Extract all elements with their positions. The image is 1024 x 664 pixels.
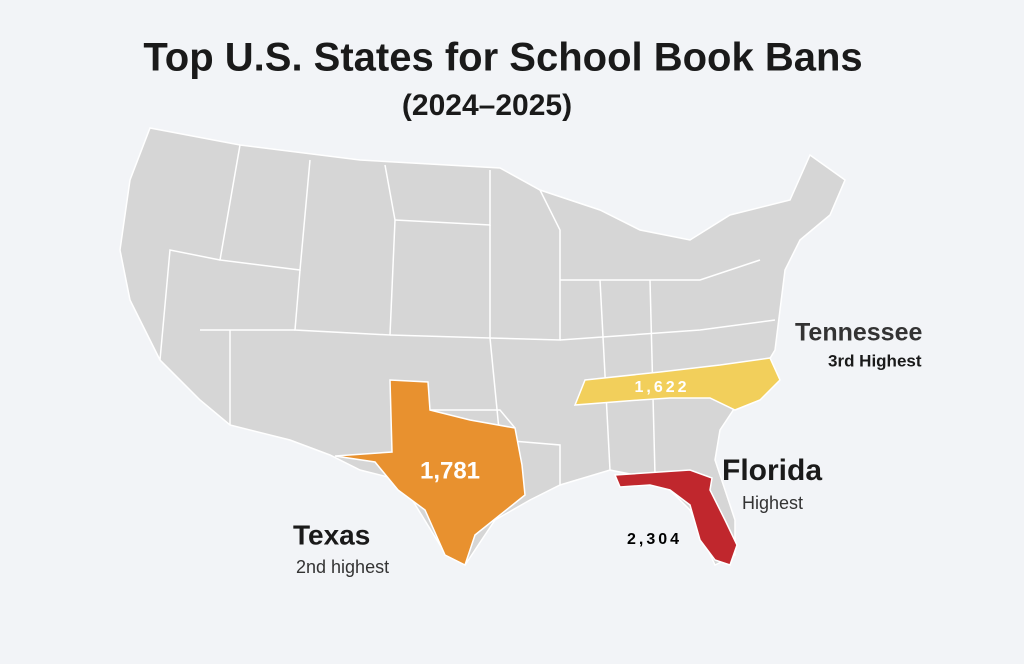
texas-count: 1,781 (420, 457, 480, 484)
florida-name: Florida (722, 454, 822, 487)
texas-shape (334, 379, 526, 567)
subtitle: (2024–2025) (402, 89, 572, 122)
florida-rank: Highest (742, 493, 803, 513)
texas-name: Texas (293, 519, 370, 550)
tennessee-count: 1,622 (634, 379, 689, 396)
state-borders (159, 144, 776, 485)
us-map (119, 127, 846, 567)
tennessee-shape (573, 357, 781, 411)
title: Top U.S. States for School Book Bans (143, 36, 862, 80)
tennessee-rank: 3rd Highest (828, 351, 922, 370)
tennessee-name: Tennessee (795, 319, 922, 347)
florida-count: 2,304 (627, 531, 682, 548)
florida-shape (613, 469, 738, 566)
texas-rank: 2nd highest (296, 557, 389, 577)
